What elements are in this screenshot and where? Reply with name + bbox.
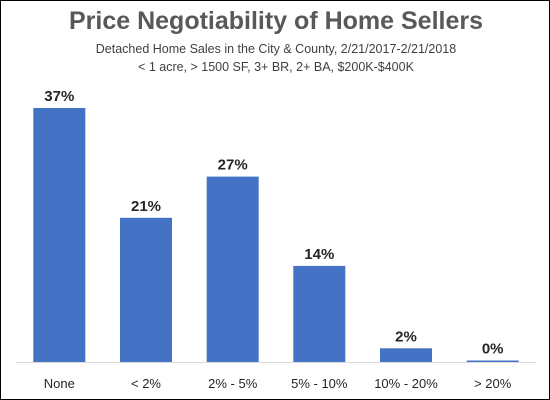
bar-5 (466, 360, 519, 362)
bar-data-label-3: 14% (304, 246, 334, 263)
x-tick-label-5: > 20% (474, 376, 512, 391)
bar-3 (293, 265, 346, 362)
bar-data-label-2: 27% (218, 157, 248, 174)
bar-0 (33, 108, 86, 362)
x-tick-label-2: 2% - 5% (208, 376, 258, 391)
chart-subtitle-line-1: Detached Home Sales in the City & County… (95, 42, 457, 56)
bar-data-label-5: 0% (482, 341, 504, 358)
x-tick-label-0: None (44, 376, 75, 391)
x-tick-label-1: < 2% (131, 376, 161, 391)
bar-data-label-4: 2% (395, 328, 417, 345)
chart-subtitle-line-2: < 1 acre, > 1500 SF, 3+ BR, 2+ BA, $200K… (138, 60, 414, 74)
bar-4 (380, 348, 432, 362)
bar-2 (206, 176, 259, 362)
bar-data-label-1: 21% (131, 198, 161, 215)
x-tick-label-4: 10% - 20% (374, 376, 438, 391)
bar-data-label-0: 37% (44, 88, 74, 105)
bar-1 (120, 217, 172, 362)
x-tick-label-3: 5% - 10% (291, 376, 348, 391)
chart-title: Price Negotiability of Home Sellers (68, 7, 483, 35)
